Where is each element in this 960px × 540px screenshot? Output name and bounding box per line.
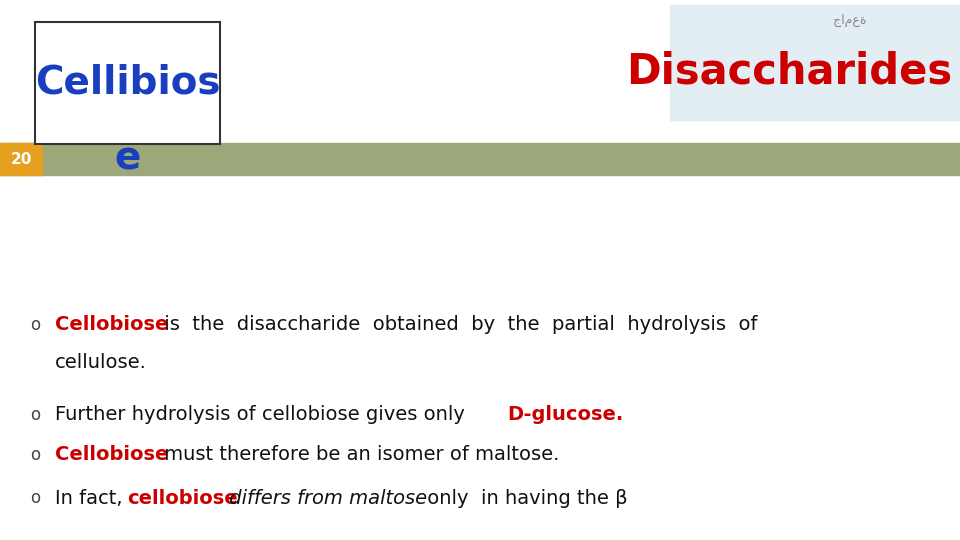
Text: Disaccharides: Disaccharides — [626, 51, 952, 93]
Text: o: o — [30, 446, 40, 464]
Text: o: o — [30, 489, 40, 507]
Text: جامعة: جامعة — [833, 14, 867, 26]
Text: o: o — [30, 406, 40, 424]
Text: o: o — [30, 316, 40, 334]
Bar — [0, 143, 960, 175]
Text: is  the  disaccharide  obtained  by  the  partial  hydrolysis  of: is the disaccharide obtained by the part… — [158, 315, 757, 334]
Bar — [0, 143, 42, 175]
Text: cellulose.: cellulose. — [55, 354, 147, 373]
Text: must therefore be an isomer of maltose.: must therefore be an isomer of maltose. — [158, 446, 560, 464]
Bar — [670, 5, 960, 120]
Text: Further hydrolysis of cellobiose gives only: Further hydrolysis of cellobiose gives o… — [55, 406, 471, 424]
Text: D-glucose.: D-glucose. — [507, 406, 623, 424]
Text: only  in having the β: only in having the β — [421, 489, 628, 508]
Text: 20: 20 — [11, 152, 32, 166]
Text: Cellobiose: Cellobiose — [55, 446, 168, 464]
Text: cellobiose: cellobiose — [127, 489, 238, 508]
Bar — [35, 22, 220, 144]
Text: differs from maltose: differs from maltose — [223, 489, 427, 508]
Text: e: e — [114, 140, 141, 178]
Text: Cellobiose: Cellobiose — [55, 315, 168, 334]
Text: In fact,: In fact, — [55, 489, 123, 508]
Text: Cellibios: Cellibios — [35, 64, 220, 102]
